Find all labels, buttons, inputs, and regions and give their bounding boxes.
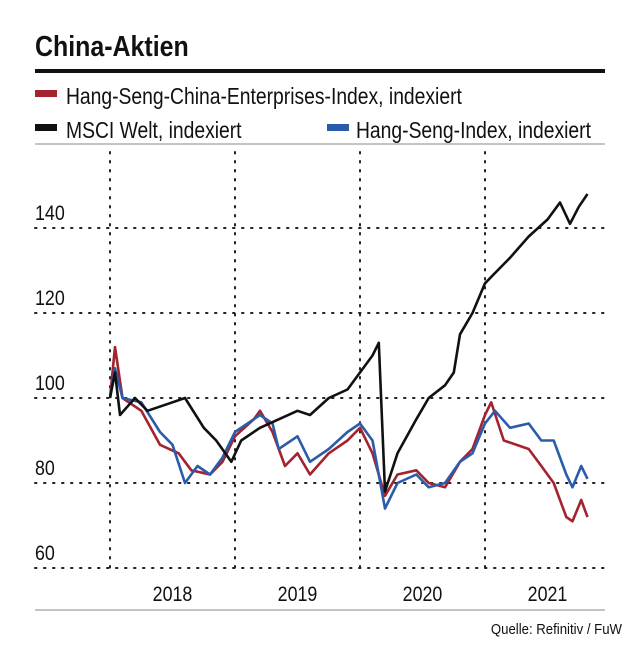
legend-swatch-hsi [327,124,349,131]
y-axis: 60 80 100 120 140 [35,202,65,566]
x-axis: 2018 2019 2020 2021 [153,583,568,607]
legend-item-msci: MSCI Welt, indexiert [35,119,242,144]
series-lines [108,193,589,523]
y-tick-label: 140 [35,202,65,226]
series-line-msci [108,193,589,493]
legend-swatch-msci [35,124,57,131]
x-tick-label: 2021 [528,583,568,607]
legend-label-hscei: Hang-Seng-China-Enterprises-Index, index… [66,85,462,110]
legend-label-msci: MSCI Welt, indexiert [66,119,242,144]
legend-item-hsi: Hang-Seng-Index, indexiert [327,119,591,144]
y-tick-label: 100 [35,372,65,396]
chart-title: China-Aktien [35,30,189,62]
x-tick-label: 2020 [403,583,443,607]
y-tick-label: 120 [35,287,65,311]
y-tick-label: 60 [35,542,55,566]
series-line-hsi [108,366,589,510]
source-note: Quelle: Refinitiv / FuW [491,620,623,637]
legend-swatch-hscei [35,90,57,97]
y-tick-label: 80 [35,457,55,481]
legend-label-hsi: Hang-Seng-Index, indexiert [356,119,591,144]
series-line-hscei [108,345,589,523]
x-tick-label: 2018 [153,583,193,607]
x-tick-label: 2019 [278,583,318,607]
grid [34,151,606,569]
legend: Hang-Seng-China-Enterprises-Index, index… [35,85,591,144]
legend-item-hscei: Hang-Seng-China-Enterprises-Index, index… [35,85,462,110]
